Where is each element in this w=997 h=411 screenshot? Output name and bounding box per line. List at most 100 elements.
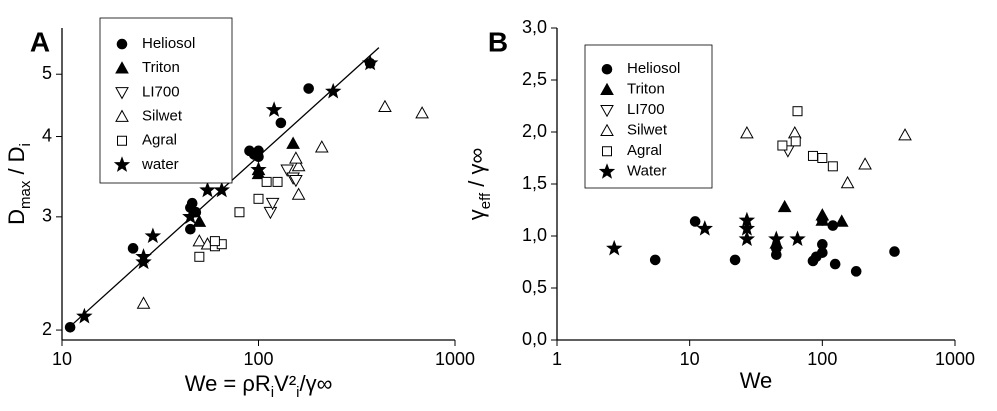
panel-label: A <box>30 26 50 57</box>
marker <box>325 82 342 99</box>
marker <box>815 213 830 226</box>
label-part: max <box>17 180 34 209</box>
marker <box>738 230 756 247</box>
marker <box>265 197 280 211</box>
marker <box>829 258 841 270</box>
marker <box>689 216 701 227</box>
marker <box>768 230 785 247</box>
marker <box>250 161 267 177</box>
marker <box>827 161 838 172</box>
marker <box>889 246 900 257</box>
marker <box>303 83 314 94</box>
marker <box>261 176 272 187</box>
label-part: eff <box>477 192 494 209</box>
y-tick-label: 0,5 <box>522 277 547 297</box>
legend-label: LI700 <box>627 101 665 118</box>
marker <box>649 254 661 266</box>
marker <box>777 140 788 151</box>
axis-label: γeff / γ∞ <box>464 148 495 220</box>
label-part: D <box>4 209 29 225</box>
y-tick-label: 1,5 <box>522 173 547 193</box>
legend-label: Agral <box>627 142 662 159</box>
label-part: / D <box>4 146 29 180</box>
marker <box>792 106 803 117</box>
marker <box>289 151 303 164</box>
legend-label: Silwet <box>627 122 668 139</box>
y-tick-label: 2 <box>42 319 52 339</box>
marker <box>834 214 849 227</box>
marker <box>115 61 129 74</box>
marker <box>194 251 205 262</box>
marker <box>314 140 329 153</box>
label-part: /γ∞ <box>299 371 332 396</box>
marker <box>192 214 207 227</box>
marker <box>116 38 128 50</box>
marker <box>117 135 127 146</box>
marker <box>115 87 129 100</box>
label-part: We = ρR <box>185 371 271 396</box>
marker <box>789 230 806 247</box>
marker <box>265 101 283 117</box>
marker <box>858 157 872 170</box>
marker <box>186 197 198 209</box>
marker <box>280 164 295 177</box>
marker <box>209 236 220 247</box>
label-part: We <box>740 368 773 393</box>
x-tick-label: 10 <box>52 349 72 369</box>
marker <box>696 220 713 236</box>
x-tick-label: 1000 <box>435 349 475 369</box>
panel-label: B <box>488 26 508 57</box>
y-tick-label: 2,0 <box>522 121 547 141</box>
x-tick-label: 100 <box>807 349 837 369</box>
marker <box>600 82 614 96</box>
legend-label: Heliosol <box>142 35 195 52</box>
marker <box>606 239 623 256</box>
marker <box>275 117 287 129</box>
marker <box>113 156 131 172</box>
x-tick-label: 1 <box>552 349 562 369</box>
marker <box>787 126 802 139</box>
marker <box>213 181 230 198</box>
axis-label: We = ρRiV²i/γ∞ <box>185 371 333 402</box>
marker <box>777 199 792 213</box>
label-part: i <box>17 143 34 146</box>
y-tick-label: 2,5 <box>522 69 547 89</box>
label-part: γ <box>464 209 489 220</box>
x-tick-label: 1000 <box>935 349 975 369</box>
y-tick-label: 3,0 <box>522 17 547 37</box>
marker <box>415 106 429 119</box>
marker <box>361 54 379 71</box>
marker <box>263 206 278 220</box>
legend-label: LI700 <box>142 83 180 100</box>
marker <box>144 227 162 244</box>
marker <box>817 153 828 163</box>
axis-label: Dmax / Di <box>4 143 35 225</box>
label-part: i <box>296 384 299 401</box>
marker <box>840 175 855 189</box>
y-tick-label: 5 <box>42 63 52 83</box>
marker <box>729 254 741 266</box>
legend-label: Silwet <box>142 108 183 125</box>
y-tick-label: 3 <box>42 206 52 226</box>
marker <box>182 208 199 224</box>
marker <box>291 187 306 200</box>
marker <box>601 63 613 75</box>
marker <box>898 128 912 141</box>
marker <box>234 207 245 218</box>
marker <box>600 104 614 118</box>
x-tick-label: 100 <box>243 349 273 369</box>
marker <box>115 109 129 122</box>
marker <box>598 163 616 179</box>
y-tick-label: 0,0 <box>522 329 547 349</box>
marker <box>286 136 300 149</box>
x-tick-label: 10 <box>680 349 700 369</box>
marker <box>76 307 93 324</box>
legend-label: Triton <box>142 59 180 76</box>
marker <box>64 321 76 333</box>
marker <box>135 253 152 270</box>
marker <box>253 151 264 163</box>
legend-label: water <box>141 156 179 173</box>
marker <box>850 266 862 277</box>
marker <box>291 158 306 172</box>
marker <box>790 136 801 147</box>
